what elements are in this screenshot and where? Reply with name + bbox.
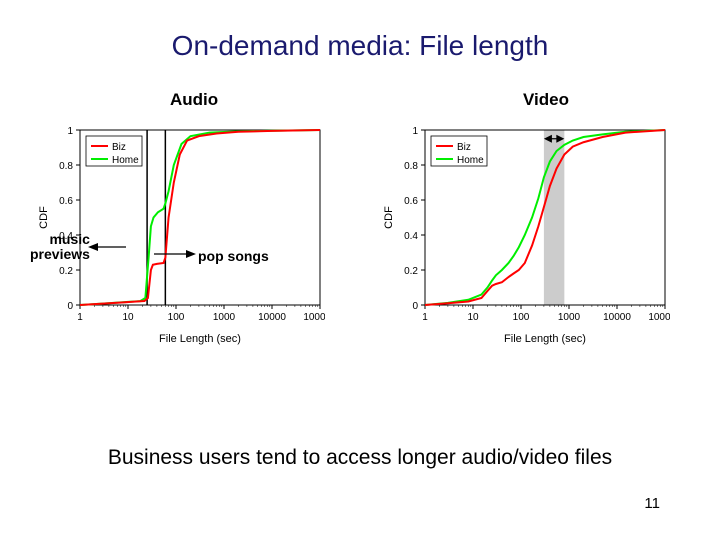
ytick-label: 0.6 xyxy=(59,196,73,207)
ytick-label: 1 xyxy=(67,126,73,137)
subtitle-audio: Audio xyxy=(170,90,218,110)
annotation-arrow-left xyxy=(88,240,128,254)
video-chart: 0 0.2 0.4 0.6 0.8 1 1 10 100 1000 10000 100000 File … xyxy=(380,120,670,355)
xtick-label: 10 xyxy=(467,312,479,323)
xtick-label: 100000 xyxy=(303,312,325,323)
ytick-label: 0.6 xyxy=(404,196,418,207)
annotation-arrow-right xyxy=(152,247,196,261)
ytick-label: 0 xyxy=(412,301,418,312)
ytick-label: 0.8 xyxy=(59,161,73,172)
page-number: 11 xyxy=(644,495,660,512)
legend-label: Biz xyxy=(457,142,471,153)
xtick-label: 100 xyxy=(168,312,185,323)
ytick-label: 1 xyxy=(412,126,418,137)
page-title: On-demand media: File length xyxy=(0,30,720,62)
ytick-label: 0.8 xyxy=(404,161,418,172)
ytick-label: 0.2 xyxy=(404,266,418,277)
annotation-pop-songs: pop songs xyxy=(198,248,269,264)
xtick-label: 100000 xyxy=(648,312,670,323)
xtick-label: 1 xyxy=(77,312,83,323)
legend-label: Home xyxy=(457,155,484,166)
xtick-label: 100 xyxy=(513,312,530,323)
xtick-label: 10000 xyxy=(258,312,286,323)
ytick-label: 0.2 xyxy=(59,266,73,277)
conclusion-text: Business users tend to access longer aud… xyxy=(0,446,720,470)
subtitle-video: Video xyxy=(523,90,569,110)
legend-label: Home xyxy=(112,155,139,166)
xtick-label: 1000 xyxy=(213,312,236,323)
xtick-label: 10000 xyxy=(603,312,631,323)
xtick-label: 1000 xyxy=(558,312,581,323)
xtick-label: 10 xyxy=(122,312,134,323)
annotation-music-previews: music previews xyxy=(30,232,90,263)
ytick-label: 0.4 xyxy=(404,231,418,242)
ylabel: CDF xyxy=(38,206,50,229)
ytick-label: 0 xyxy=(67,301,73,312)
xlabel: File Length (sec) xyxy=(159,333,241,345)
ylabel: CDF xyxy=(383,206,395,229)
xlabel: File Length (sec) xyxy=(504,333,586,345)
xtick-label: 1 xyxy=(422,312,428,323)
legend-label: Biz xyxy=(112,142,126,153)
